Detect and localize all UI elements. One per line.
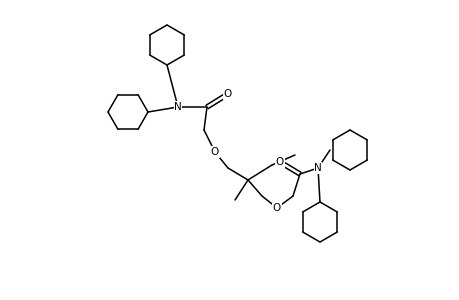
Text: O: O (272, 203, 280, 213)
Text: O: O (224, 89, 232, 99)
Text: O: O (275, 157, 284, 167)
Text: O: O (210, 147, 218, 157)
Text: N: N (313, 163, 321, 173)
Text: N: N (174, 102, 181, 112)
